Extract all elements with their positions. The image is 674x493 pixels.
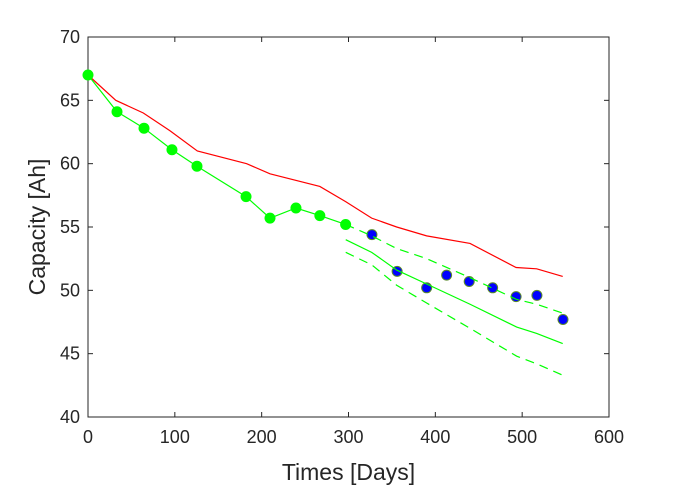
data-point	[240, 191, 252, 203]
y-tick-label: 50	[60, 280, 80, 300]
y-tick-label: 55	[60, 217, 80, 237]
y-tick-label: 65	[60, 90, 80, 110]
x-axis-label: Times [Days]	[282, 459, 415, 485]
data-point	[166, 144, 178, 156]
series-line-3	[345, 239, 563, 345]
x-tick-label: 100	[160, 427, 190, 447]
y-tick-label: 45	[60, 344, 80, 364]
data-point	[487, 282, 499, 294]
y-tick-label: 60	[60, 154, 80, 174]
data-point	[314, 210, 326, 222]
data-point	[557, 313, 569, 325]
y-tick-label: 70	[60, 27, 80, 47]
series-line-4	[345, 223, 563, 314]
y-tick-label: 40	[60, 407, 80, 427]
x-tick-label: 300	[333, 427, 363, 447]
x-tick-label: 600	[594, 427, 624, 447]
series-line-1	[87, 74, 346, 226]
y-axis-label: Capacity [Ah]	[24, 159, 50, 296]
series-line-0	[87, 74, 563, 277]
data-point	[463, 275, 475, 287]
data-point	[531, 289, 543, 301]
data-point	[290, 202, 302, 214]
data-point	[510, 291, 522, 303]
data-point	[111, 106, 123, 118]
data-point	[82, 69, 94, 81]
data-point	[441, 269, 453, 281]
data-point	[264, 212, 276, 224]
x-tick-label: 400	[420, 427, 450, 447]
series-line-5	[345, 251, 563, 376]
x-tick-label: 0	[83, 427, 93, 447]
x-tick-label: 200	[247, 427, 277, 447]
data-point	[138, 122, 150, 134]
x-tick-label: 500	[507, 427, 537, 447]
data-point	[191, 160, 203, 172]
